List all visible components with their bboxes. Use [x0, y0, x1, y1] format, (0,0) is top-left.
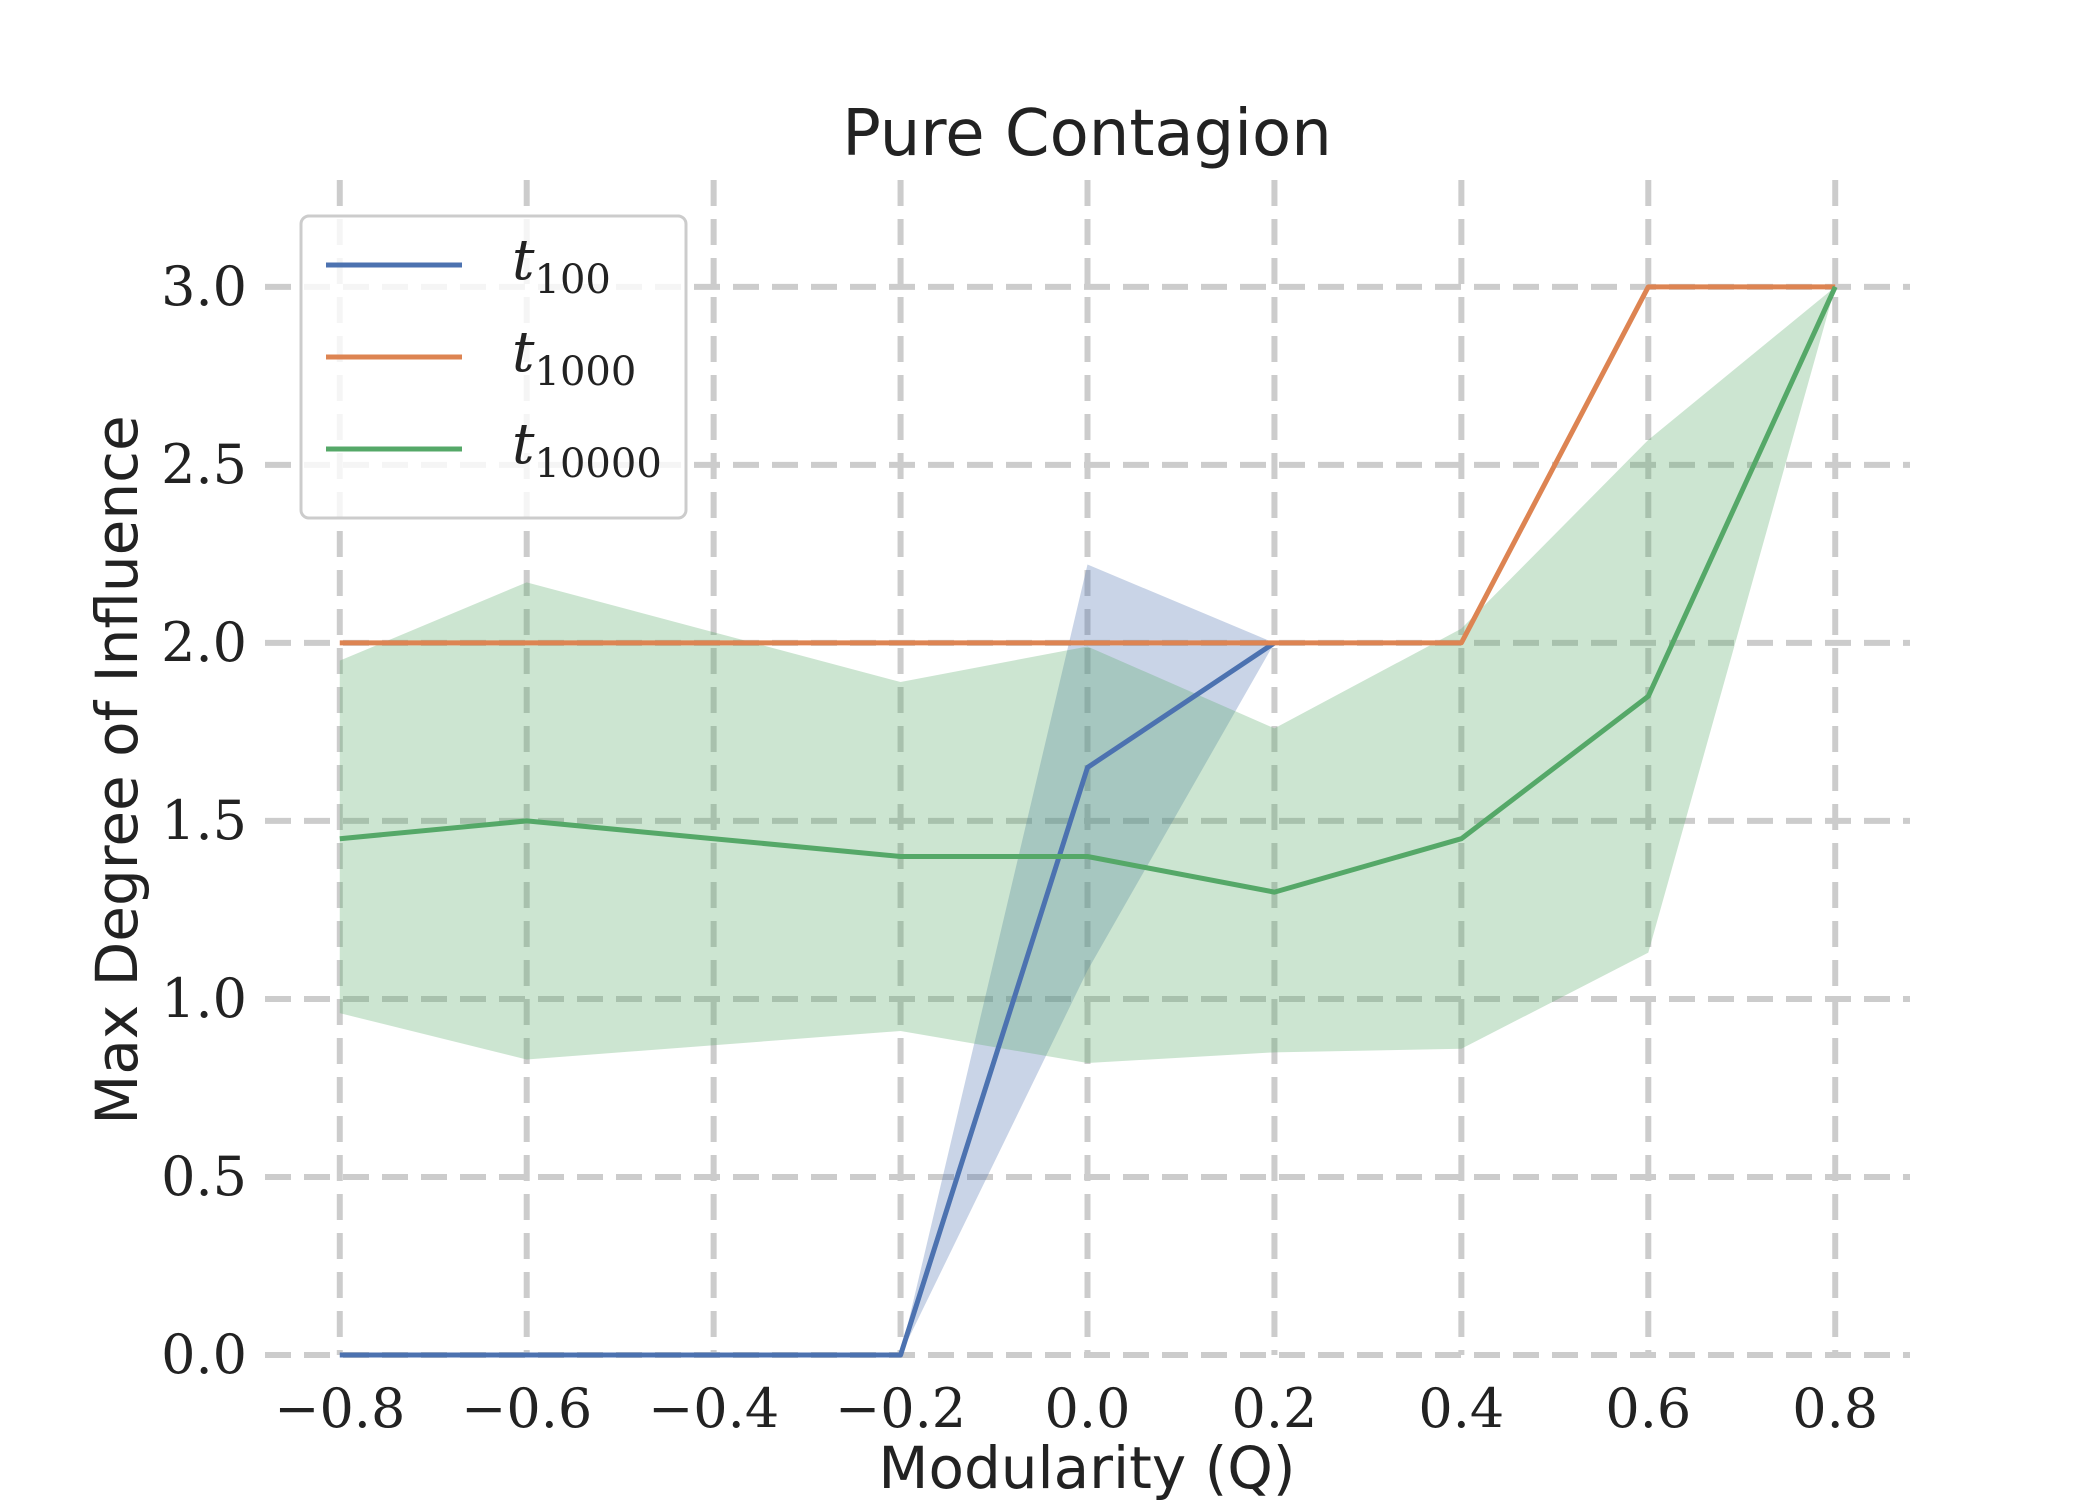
x-tick-label: 0.0: [1045, 1377, 1131, 1440]
x-tick-label: −0.4: [648, 1377, 779, 1440]
y-tick-label: 0.5: [161, 1145, 247, 1208]
chart-title: Pure Contagion: [842, 97, 1332, 171]
y-tick-label: 3.0: [161, 255, 247, 318]
x-tick-label: 0.2: [1231, 1377, 1317, 1440]
series-line-10000: [339, 285, 1838, 895]
x-tick-labels: −0.8 −0.6 −0.4 −0.2 0.0 0.2 0.4 0.6 0.8: [274, 1377, 1878, 1440]
y-tick-label: 2.0: [161, 611, 247, 674]
x-tick-label: −0.8: [274, 1377, 405, 1440]
x-tick-label: −0.6: [461, 1377, 592, 1440]
series-line-1000: [339, 284, 1836, 646]
x-tick-label: −0.2: [835, 1377, 966, 1440]
legend-frame: [299, 214, 688, 520]
y-tick-labels: 0.0 0.5 1.0 1.5 2.0 2.5 3.0: [161, 255, 247, 1386]
series-band-100: [339, 564, 1275, 1355]
x-tick-label: 0.4: [1418, 1377, 1504, 1440]
series-band-10000: [339, 286, 1836, 1064]
y-tick-label: 2.5: [161, 433, 247, 496]
y-tick-label: 1.0: [161, 967, 247, 1030]
x-axis-label: Modularity (Q): [878, 1434, 1295, 1500]
x-tick-label: 0.8: [1792, 1377, 1878, 1440]
y-axis-label: Max Degree of Influence: [83, 415, 151, 1124]
y-tick-label: 1.5: [161, 789, 247, 852]
series-line-100: [339, 640, 1276, 1358]
confidence-bands: [339, 286, 1836, 1355]
series-lines: [339, 284, 1838, 1358]
y-tick-label: 0.0: [161, 1323, 247, 1386]
x-tick-label: 0.6: [1605, 1377, 1691, 1440]
